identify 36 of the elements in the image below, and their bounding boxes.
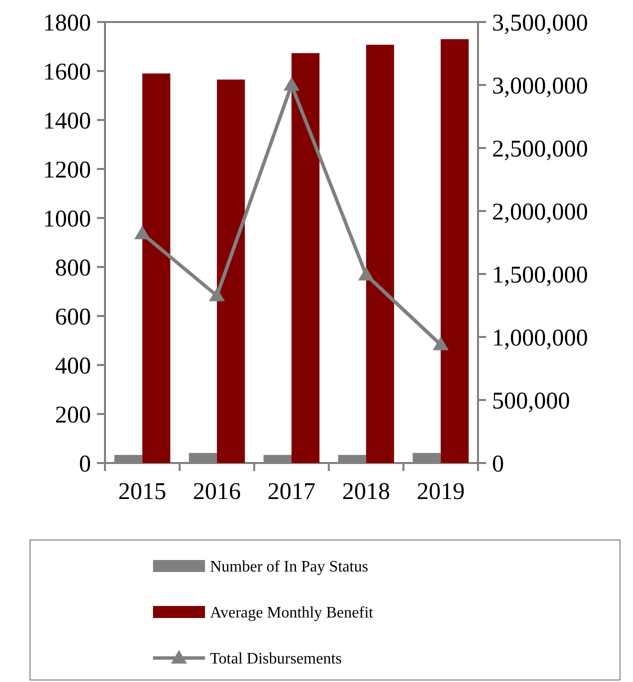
bar: [292, 53, 320, 463]
bar: [366, 44, 394, 463]
point: [432, 336, 449, 350]
point: [284, 77, 300, 91]
y2-tick-label: 2,000,000: [492, 199, 588, 226]
y-tick-label: 0: [79, 451, 91, 478]
y-tick-label: 400: [55, 353, 91, 380]
y2-tick-label: 1,500,000: [492, 262, 588, 288]
y-tick-label: 600: [55, 304, 91, 330]
y2-tick-label: 2,500,000: [492, 136, 588, 162]
y2-tick-label: 3,000,000: [492, 73, 588, 100]
point: [358, 266, 374, 280]
y-tick-label: 1000: [43, 206, 91, 232]
x-tick-label: 2017: [268, 479, 316, 505]
y2-tick-label: 1,000,000: [492, 325, 588, 352]
legend-label: Total Disbursements: [210, 650, 342, 668]
x-tick-label: 2015: [118, 479, 166, 505]
y2-tick-label: 0: [492, 451, 504, 478]
y-tick-label: 1800: [43, 10, 91, 36]
y-tick-label: 1600: [43, 59, 91, 86]
point: [134, 226, 150, 240]
x-tick-label: 2018: [342, 479, 390, 505]
bar: [440, 39, 469, 463]
y-tick-label: 800: [55, 255, 91, 282]
x-tick-label: 2019: [416, 479, 465, 505]
legend-label: Number of In Pay Status: [210, 558, 368, 576]
y2-tick-label: 500,000: [492, 388, 570, 414]
y2-tick-label: 3,500,000: [492, 10, 588, 36]
bar: [216, 80, 245, 463]
x-tick-label: 2016: [192, 479, 241, 505]
legend-label: Average Monthly Benefit: [210, 604, 374, 622]
bar: [142, 73, 170, 463]
point: [208, 288, 225, 302]
y-tick-label: 1200: [43, 157, 91, 184]
y-tick-label: 1400: [43, 108, 91, 134]
y-tick-label: 200: [55, 402, 91, 428]
